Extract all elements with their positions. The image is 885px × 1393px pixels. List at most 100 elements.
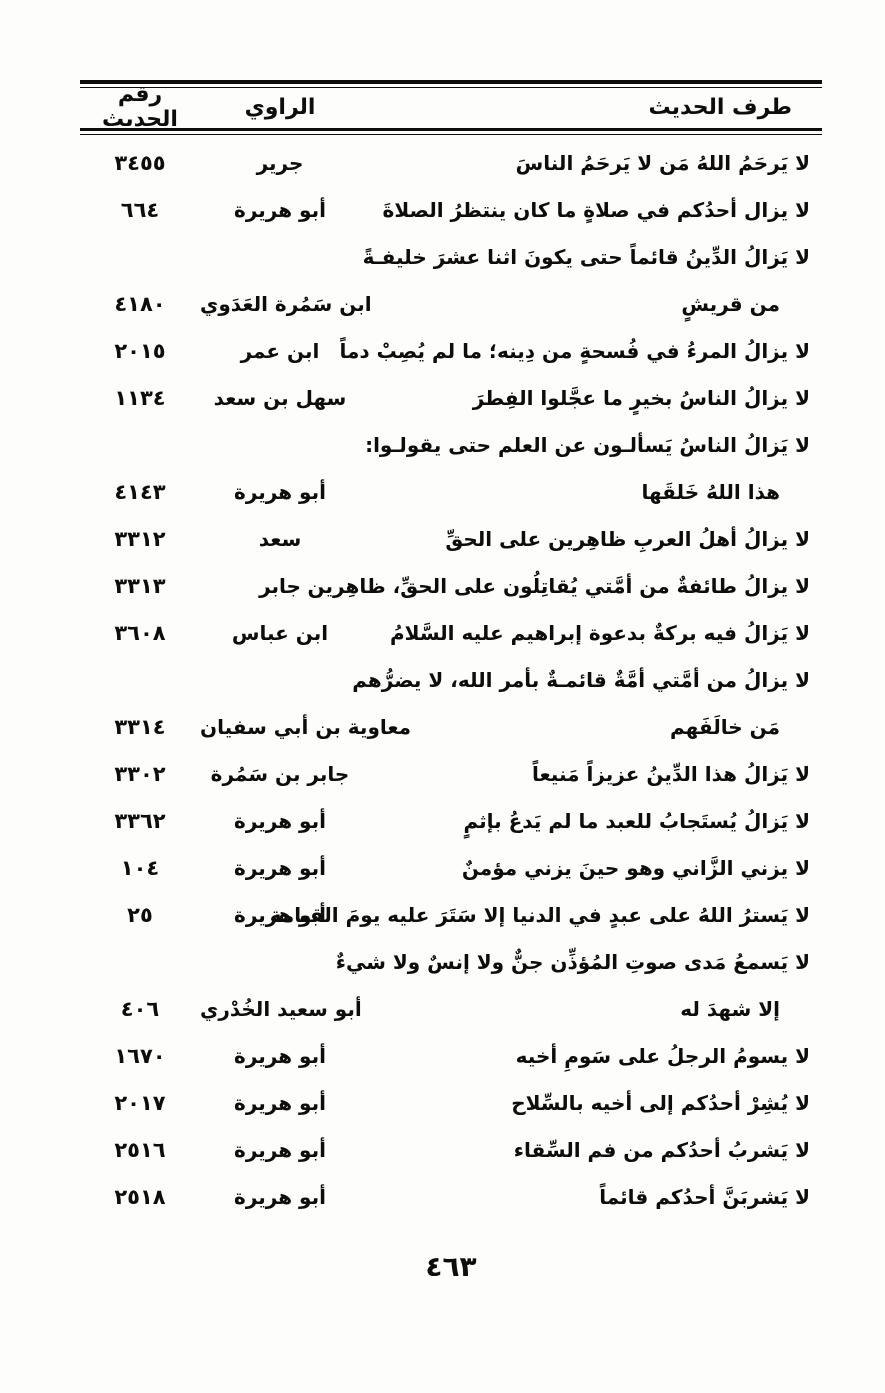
hadith-text-cell: لا يَزالُ يُستَجابُ للعبد ما لم يَدعُ بإ… xyxy=(360,798,822,845)
hadith-text-line: من قريشٍ xyxy=(681,292,780,316)
hadith-number: ١٠٤ xyxy=(120,856,160,880)
table-row: لا يُشِرْ أحدُكم إلى أخيه بالسِّلاح أبو … xyxy=(80,1080,822,1127)
hadith-number: ١٦٧٠ xyxy=(114,1044,166,1068)
table-row: لا يزالُ الناسُ بخيرٍ ما عجَّلوا الفِطرَ… xyxy=(80,375,822,422)
hadith-number: ٣٣٠٢ xyxy=(114,762,166,786)
hadith-text-cell: لا يزال أحدُكم في صلاةٍ ما كان ينتظرُ ال… xyxy=(360,187,822,234)
hadith-text-line: لا يَشربُ أحدُكم من فم السِّقاء xyxy=(513,1138,810,1162)
hadith-text-line: مَن خالَفَهم xyxy=(669,715,780,739)
hadith-text-line: لا يَزالُ الدِّينُ قائماً حتى يكونَ اثنا… xyxy=(362,245,810,269)
table-row: لا يسومُ الرجلُ على سَومِ أخيه أبو هريرة… xyxy=(80,1033,822,1080)
hadith-text-line: لا يسومُ الرجلُ على سَومِ أخيه xyxy=(515,1044,810,1068)
hadith-text-cell: لا يَرحَمُ اللهُ مَن لا يَرحَمُ الناسَ xyxy=(360,140,822,187)
narrator-name: ابن عمر xyxy=(240,339,320,363)
hadith-text-cell: لا يَسمعُ مَدى صوتِ المُؤذِّن جنٌّ ولا إ… xyxy=(335,939,822,1033)
hadith-text-cell: لا يُشِرْ أحدُكم إلى أخيه بالسِّلاح xyxy=(360,1080,822,1127)
table-row: لا يزالُ طائفةٌ من أمَّتي يُقاتِلُون على… xyxy=(80,563,822,610)
table-row: لا يَزالُ يُستَجابُ للعبد ما لم يَدعُ بإ… xyxy=(80,798,822,845)
hadith-number: ٣٣١٣ xyxy=(114,574,166,598)
header-narrator: الراوي xyxy=(244,94,316,120)
narrator-name: أبو سعيد الخُدْري xyxy=(200,997,362,1021)
header-rule-thick xyxy=(80,128,822,131)
hadith-number: ٢٥ xyxy=(127,903,153,927)
hadith-number: ٤١٨٠ xyxy=(114,292,166,316)
hadith-text-cell: لا يَزالُ هذا الدِّينُ عزيزاً مَنيعاً xyxy=(360,751,822,798)
top-rule-thick xyxy=(80,80,822,84)
hadith-text-cell: لا يَزالُ الدِّينُ قائماً حتى يكونَ اثنا… xyxy=(362,234,822,328)
table-row: لا يزالُ المرءُ في فُسحةٍ من دِينه؛ ما ل… xyxy=(80,328,822,375)
narrator-name: أبو هريرة xyxy=(234,1138,326,1162)
table-row: لا يزالُ من أمَّتي أمَّةٌ قائمـةٌ بأمر ا… xyxy=(80,657,822,751)
hadith-text-line: إلا شهدَ له xyxy=(680,997,780,1021)
hadith-text-line: لا يزالُ طائفةٌ من أمَّتي يُقاتِلُون على… xyxy=(307,574,810,598)
hadith-text-line: لا يَزالُ يُستَجابُ للعبد ما لم يَدعُ بإ… xyxy=(463,809,810,833)
narrator-name: جابر xyxy=(259,574,301,598)
hadith-number: ٣٤٥٥ xyxy=(114,151,166,175)
narrator-name: أبو هريرة xyxy=(234,1044,326,1068)
table-row: لا يَرحَمُ اللهُ مَن لا يَرحَمُ الناسَ ج… xyxy=(80,140,822,187)
hadith-text-cell: لا يزالُ أهلُ العربِ ظاهِرين على الحقِّ xyxy=(360,516,822,563)
table-row: لا يَزالُ فيه بركةٌ بدعوة إبراهيم عليه ا… xyxy=(80,610,822,657)
table-body: لا يَرحَمُ اللهُ مَن لا يَرحَمُ الناسَ ج… xyxy=(80,140,822,1221)
hadith-text-cell: لا يزالُ طائفةٌ من أمَّتي يُقاتِلُون على… xyxy=(307,563,822,610)
header-hadith: طرف الحديث xyxy=(648,94,792,120)
page-number: ٤٦٣ xyxy=(425,1250,477,1283)
hadith-text-line: لا يَشربَنَّ أحدُكم قائماً xyxy=(599,1185,810,1209)
narrator-name: أبو هريرة xyxy=(234,809,326,833)
narrator-name: سهل بن سعد xyxy=(213,386,347,410)
hadith-text-cell: لا يَسترُ اللهُ على عبدٍ في الدنيا إلا س… xyxy=(269,892,822,939)
hadith-number: ٢٠١٥ xyxy=(114,339,166,363)
hadith-text-line: لا يزالُ أهلُ العربِ ظاهِرين على الحقِّ xyxy=(445,527,810,551)
top-rule-thin xyxy=(80,87,822,88)
hadith-text-cell: لا يزالُ من أمَّتي أمَّةٌ قائمـةٌ بأمر ا… xyxy=(352,657,822,751)
hadith-text-cell: لا يَشربَنَّ أحدُكم قائماً xyxy=(360,1174,822,1221)
narrator-name: أبو هريرة xyxy=(234,856,326,880)
hadith-text-line: لا يَرحَمُ اللهُ مَن لا يَرحَمُ الناسَ xyxy=(515,151,810,175)
page-content: طرف الحديث الراوي رقم الحديث لا يَرحَمُ … xyxy=(80,0,822,1393)
narrator-name: ابن سَمُرة العَدَوي xyxy=(200,292,372,316)
hadith-text-cell: لا يَزالُ فيه بركةٌ بدعوة إبراهيم عليه ا… xyxy=(360,610,822,657)
hadith-number: ٤٠٦ xyxy=(120,997,160,1021)
hadith-text-line: لا يزني الزَّاني وهو حينَ يزني مؤمنٌ xyxy=(461,856,810,880)
hadith-text-line: لا يزالُ الناسُ بخيرٍ ما عجَّلوا الفِطرَ xyxy=(472,386,810,410)
hadith-number: ٢٥١٦ xyxy=(114,1138,166,1162)
table-row: لا يَشربَنَّ أحدُكم قائماً أبو هريرة ٢٥١… xyxy=(80,1174,822,1221)
narrator-name: أبو هريرة xyxy=(234,903,326,927)
hadith-text-line: لا يُشِرْ أحدُكم إلى أخيه بالسِّلاح xyxy=(511,1091,810,1115)
table-row: لا يزال أحدُكم في صلاةٍ ما كان ينتظرُ ال… xyxy=(80,187,822,234)
hadith-text-line: لا يزال أحدُكم في صلاةٍ ما كان ينتظرُ ال… xyxy=(382,198,810,222)
hadith-number: ٣٣١٤ xyxy=(114,715,166,739)
hadith-text-line: لا يزالُ المرءُ في فُسحةٍ من دِينه؛ ما ل… xyxy=(339,339,810,363)
table-row: لا يَسترُ اللهُ على عبدٍ في الدنيا إلا س… xyxy=(80,892,822,939)
hadith-text-line: لا يَسترُ اللهُ على عبدٍ في الدنيا إلا س… xyxy=(269,903,810,927)
hadith-text-line: لا يَسمعُ مَدى صوتِ المُؤذِّن جنٌّ ولا إ… xyxy=(335,950,810,974)
hadith-text-cell: لا يزني الزَّاني وهو حينَ يزني مؤمنٌ xyxy=(360,845,822,892)
hadith-number: ٢٠١٧ xyxy=(114,1091,166,1115)
hadith-number: ٣٣٦٢ xyxy=(114,809,166,833)
narrator-name: جرير xyxy=(256,151,304,175)
hadith-text-cell: لا يزالُ المرءُ في فُسحةٍ من دِينه؛ ما ل… xyxy=(339,328,822,375)
table-row: لا يَسمعُ مَدى صوتِ المُؤذِّن جنٌّ ولا إ… xyxy=(80,939,822,1033)
table-row: لا يزني الزَّاني وهو حينَ يزني مؤمنٌ أبو… xyxy=(80,845,822,892)
hadith-number: ٢٥١٨ xyxy=(114,1185,166,1209)
narrator-name: جابر بن سَمُرة xyxy=(210,762,350,786)
hadith-text-cell: لا يَشربُ أحدُكم من فم السِّقاء xyxy=(360,1127,822,1174)
table-header-row: طرف الحديث الراوي رقم الحديث xyxy=(80,82,822,132)
hadith-text-cell: لا يزالُ الناسُ بخيرٍ ما عجَّلوا الفِطرَ xyxy=(360,375,822,422)
table-row: لا يزالُ أهلُ العربِ ظاهِرين على الحقِّ … xyxy=(80,516,822,563)
hadith-text-cell: لا يسومُ الرجلُ على سَومِ أخيه xyxy=(360,1033,822,1080)
hadith-number: ٣٣١٢ xyxy=(114,527,166,551)
narrator-name: أبو هريرة xyxy=(234,198,326,222)
hadith-number: ١١٣٤ xyxy=(114,386,166,410)
hadith-text-line: لا يَزالُ فيه بركةٌ بدعوة إبراهيم عليه ا… xyxy=(389,621,810,645)
header-number: رقم الحديث xyxy=(102,82,178,132)
table-row: لا يَزالُ الدِّينُ قائماً حتى يكونَ اثنا… xyxy=(80,234,822,328)
narrator-name: معاوية بن أبي سفيان xyxy=(200,715,412,739)
narrator-name: ابن عباس xyxy=(231,621,329,645)
hadith-text-cell: لا يَزالُ الناسُ يَسألـون عن العلم حتى ي… xyxy=(360,422,822,516)
narrator-name: أبو هريرة xyxy=(234,1091,326,1115)
narrator-name: سعد xyxy=(258,527,302,551)
hadith-text-line: لا يَزالُ هذا الدِّينُ عزيزاً مَنيعاً xyxy=(532,762,810,786)
hadith-number: ٦٦٤ xyxy=(120,198,160,222)
